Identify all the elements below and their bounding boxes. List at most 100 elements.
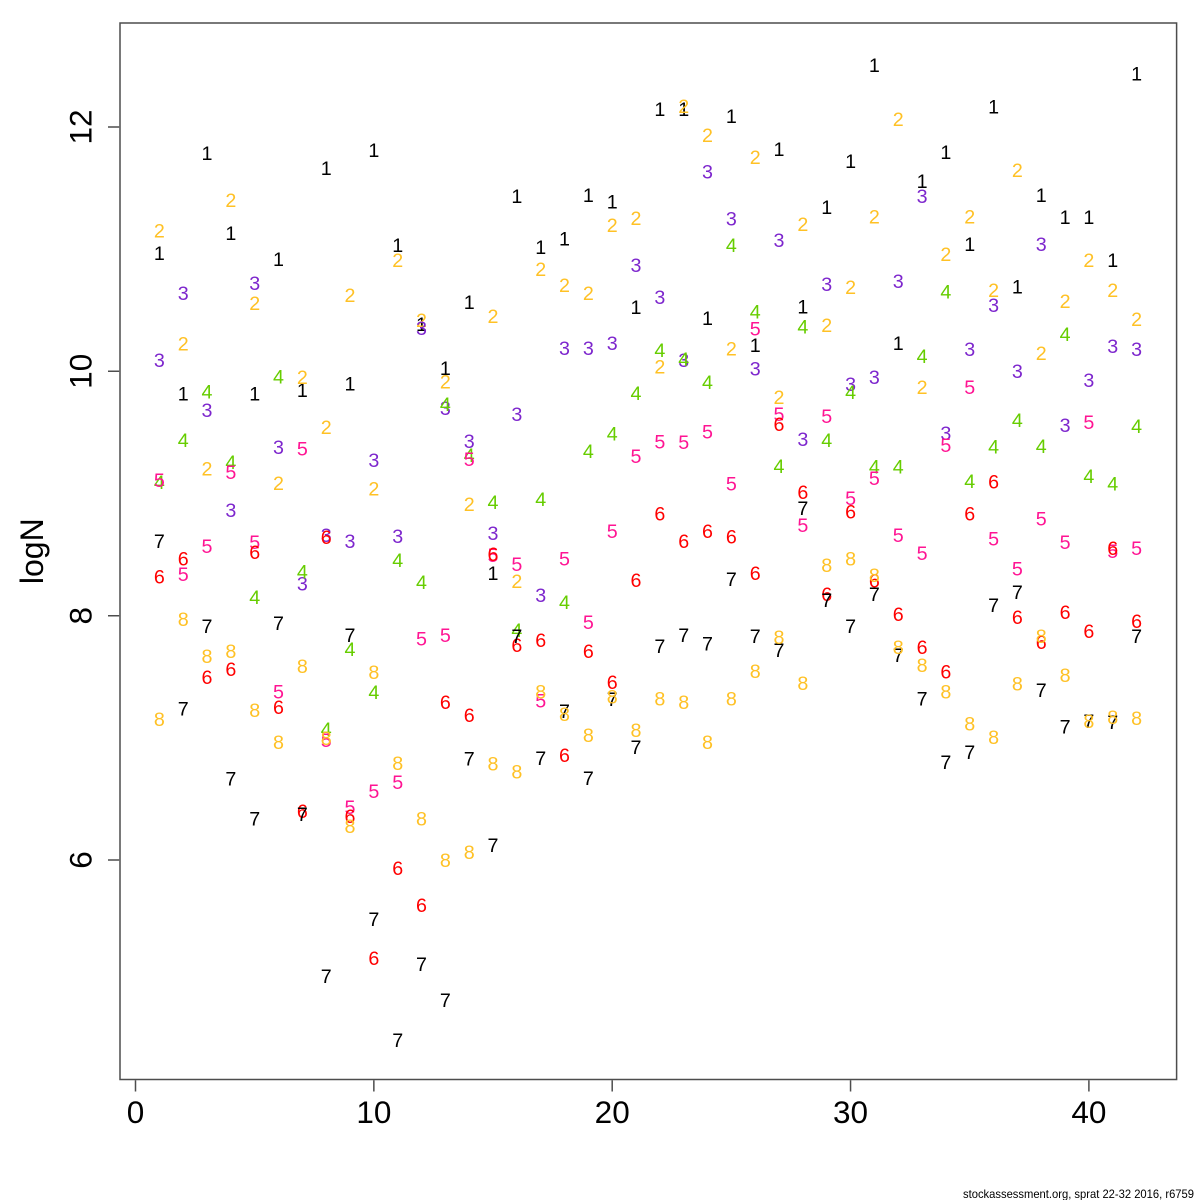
svg-text:4: 4	[988, 437, 999, 459]
svg-text:4: 4	[154, 472, 165, 494]
svg-text:8: 8	[1036, 626, 1047, 648]
svg-text:2: 2	[535, 259, 546, 281]
svg-text:1: 1	[559, 229, 570, 251]
svg-text:4: 4	[321, 719, 332, 741]
svg-text:6: 6	[583, 641, 594, 663]
svg-text:8: 8	[821, 555, 832, 577]
svg-text:2: 2	[678, 96, 689, 118]
svg-text:4: 4	[678, 349, 689, 371]
svg-text:7: 7	[1036, 680, 1047, 702]
svg-text:3: 3	[178, 283, 189, 305]
svg-text:6: 6	[345, 806, 356, 828]
svg-text:2: 2	[273, 473, 284, 495]
svg-text:0: 0	[127, 1094, 145, 1130]
svg-text:6: 6	[893, 604, 904, 626]
svg-text:5: 5	[607, 521, 618, 543]
svg-text:7: 7	[940, 752, 951, 774]
svg-text:5: 5	[368, 781, 379, 803]
svg-text:5: 5	[321, 730, 332, 752]
svg-text:1: 1	[1036, 185, 1047, 207]
svg-text:2: 2	[416, 310, 427, 332]
svg-text:1: 1	[1060, 207, 1071, 229]
svg-text:3: 3	[1107, 336, 1118, 358]
svg-text:1: 1	[488, 563, 499, 585]
svg-text:8: 8	[273, 732, 284, 754]
svg-text:3: 3	[964, 339, 975, 361]
svg-text:5: 5	[511, 554, 522, 576]
svg-text:5: 5	[178, 564, 189, 586]
svg-text:2: 2	[750, 147, 761, 169]
svg-text:4: 4	[607, 424, 618, 446]
svg-text:8: 8	[940, 682, 951, 704]
svg-text:5: 5	[797, 515, 808, 537]
svg-text:8: 8	[63, 607, 99, 625]
svg-text:4: 4	[297, 562, 308, 584]
svg-text:5: 5	[750, 319, 761, 341]
svg-text:7: 7	[511, 626, 522, 648]
svg-text:6: 6	[559, 745, 570, 767]
svg-text:3: 3	[845, 374, 856, 396]
svg-text:3: 3	[774, 230, 785, 252]
svg-text:7: 7	[440, 990, 451, 1012]
svg-text:2: 2	[1131, 309, 1142, 331]
svg-text:3: 3	[535, 585, 546, 607]
svg-text:5: 5	[964, 377, 975, 399]
svg-text:6: 6	[464, 705, 475, 727]
svg-text:8: 8	[607, 687, 618, 709]
svg-text:8: 8	[416, 809, 427, 831]
svg-text:1: 1	[154, 243, 165, 265]
svg-text:4: 4	[821, 430, 832, 452]
svg-text:5: 5	[464, 449, 475, 471]
svg-text:1: 1	[1107, 250, 1118, 272]
svg-text:5: 5	[845, 488, 856, 510]
svg-text:1: 1	[464, 292, 475, 314]
svg-text:4: 4	[1060, 324, 1071, 346]
svg-text:6: 6	[440, 692, 451, 714]
svg-text:8: 8	[535, 681, 546, 703]
svg-text:1: 1	[702, 308, 713, 330]
svg-text:2: 2	[297, 367, 308, 389]
svg-text:3: 3	[1083, 370, 1094, 392]
svg-text:5: 5	[774, 404, 785, 426]
svg-text:7: 7	[869, 584, 880, 606]
svg-text:40: 40	[1071, 1094, 1106, 1130]
svg-text:6: 6	[964, 504, 975, 526]
svg-text:7: 7	[368, 909, 379, 931]
svg-text:3: 3	[678, 350, 689, 372]
svg-text:3: 3	[416, 318, 427, 340]
svg-text:6: 6	[392, 858, 403, 880]
svg-text:6: 6	[821, 584, 832, 606]
svg-text:8: 8	[702, 732, 713, 754]
svg-text:1: 1	[440, 358, 451, 380]
svg-text:8: 8	[321, 728, 332, 750]
svg-text:5: 5	[440, 625, 451, 647]
svg-text:4: 4	[964, 471, 975, 493]
svg-text:4: 4	[273, 367, 284, 389]
svg-text:4: 4	[750, 302, 761, 324]
svg-text:6: 6	[321, 527, 332, 549]
svg-text:2: 2	[988, 280, 999, 302]
svg-text:7: 7	[821, 590, 832, 612]
svg-text:8: 8	[988, 727, 999, 749]
svg-text:8: 8	[774, 627, 785, 649]
svg-text:4: 4	[559, 592, 570, 614]
svg-text:1: 1	[678, 99, 689, 121]
svg-text:2: 2	[345, 285, 356, 307]
svg-text:7: 7	[678, 625, 689, 647]
svg-text:8: 8	[869, 565, 880, 587]
svg-text:6: 6	[631, 570, 642, 592]
svg-text:3: 3	[869, 367, 880, 389]
svg-text:7: 7	[225, 769, 236, 791]
svg-text:8: 8	[511, 762, 522, 784]
svg-text:2: 2	[1060, 291, 1071, 313]
svg-text:logN: logN	[14, 518, 50, 584]
svg-text:30: 30	[833, 1094, 868, 1130]
svg-text:1: 1	[797, 297, 808, 319]
svg-text:8: 8	[750, 661, 761, 683]
svg-text:5: 5	[869, 468, 880, 490]
svg-text:8: 8	[1131, 708, 1142, 730]
svg-text:1: 1	[631, 297, 642, 319]
svg-text:4: 4	[345, 639, 356, 661]
svg-text:1: 1	[607, 192, 618, 214]
svg-text:4: 4	[654, 340, 665, 362]
